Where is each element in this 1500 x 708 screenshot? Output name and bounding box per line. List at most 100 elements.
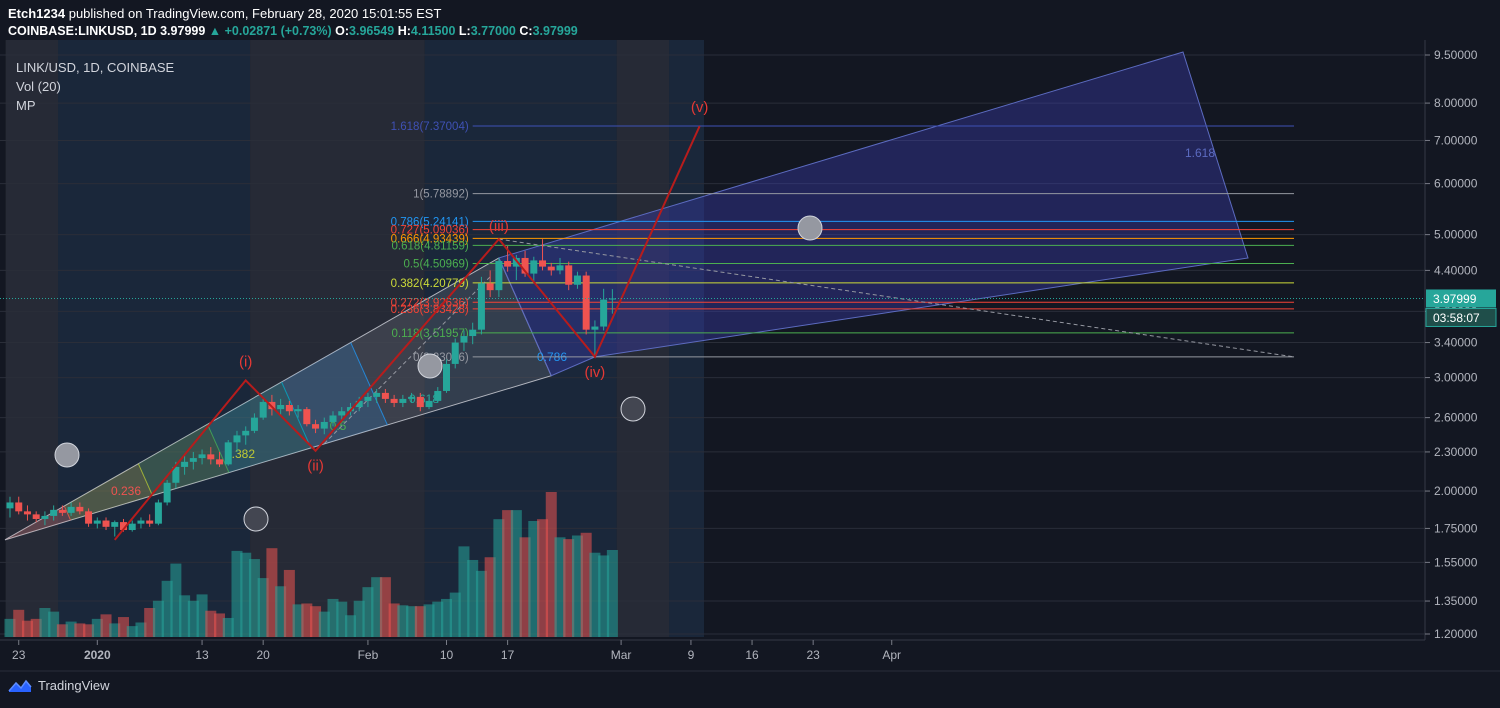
time-tick-label: 2020 [84, 648, 111, 662]
fib-level-label: 0.382(4.20779) [391, 278, 469, 290]
candle-body [364, 396, 372, 401]
circle-marker[interactable] [243, 506, 269, 532]
candle-body [102, 520, 110, 527]
author-name[interactable]: Etch1234 [8, 6, 66, 21]
fan-level-label: 0.382 [225, 447, 255, 461]
last-price: 3.97999 [160, 24, 206, 38]
time-tick-label: 23 [806, 648, 820, 662]
volume-bar [414, 606, 426, 637]
volume-bar [344, 615, 356, 637]
fib-retracement: 1.618(7.37004)1(5.78892)0.786(5.24141)0.… [391, 121, 1294, 364]
volume-bar [371, 577, 383, 637]
volume-bar [222, 617, 234, 637]
candle-body [85, 511, 93, 524]
volume-bar [606, 550, 618, 637]
session-band [5, 40, 59, 637]
volume-bar [493, 519, 505, 637]
price-tick-label: 3.00000 [1434, 371, 1478, 385]
volume-bar [161, 580, 173, 637]
time-axis: 23 2020 13 20 Feb 10 17 Mar 9 16 23 Apr [0, 639, 1425, 662]
dashed-trend-line [498, 238, 1295, 358]
volume-bar [598, 555, 610, 637]
candle-body [434, 390, 442, 401]
circle-marker[interactable] [620, 396, 646, 422]
candle-body [460, 336, 468, 343]
fib-level-label: 0.5(4.50969) [403, 259, 468, 271]
candle-body [408, 396, 416, 399]
candle-body [573, 275, 581, 285]
volume-bar [571, 535, 583, 637]
fib-level-label: 0.618(4.81159) [392, 240, 469, 252]
volume-bar [65, 621, 77, 637]
volume-bar [449, 592, 461, 637]
candle-body [608, 298, 616, 300]
volume-bar [39, 608, 51, 637]
fan-divider [207, 424, 230, 473]
volume-bar [152, 600, 164, 637]
volume-bar [528, 521, 540, 637]
candle-body [181, 461, 189, 467]
fib-level-label: 0.666(4.93439) [391, 233, 469, 245]
fan-divider [350, 342, 388, 426]
volume-bar [554, 537, 566, 637]
wave-label: (i) [239, 353, 252, 370]
volume-bar [196, 594, 208, 637]
candle-body [163, 482, 171, 503]
price-tag-label: 3.97999 [1433, 292, 1477, 306]
candle-body [477, 283, 485, 330]
price-tick-label: 3.40000 [1434, 336, 1478, 350]
legend-volume[interactable]: Vol (20) [16, 79, 61, 94]
fib-level-label: 0.272(3.92636) [391, 297, 469, 309]
volume-bar [467, 559, 479, 637]
fan-extension [498, 51, 1249, 377]
time-tick-label: Apr [882, 648, 901, 662]
candle-body [277, 404, 285, 410]
volume-bar [170, 563, 182, 637]
legend-symbol[interactable]: LINK/USD, 1D, COINBASE [16, 60, 175, 75]
candle-body [242, 430, 250, 436]
open-value: 3.96549 [349, 24, 395, 38]
volume-bar [318, 611, 330, 637]
volume-bar [432, 601, 444, 637]
candle-body [530, 260, 538, 274]
candle-body [443, 363, 450, 391]
high-value: 4.11500 [410, 24, 456, 38]
fib-level-label: 0.727(5.09036) [391, 225, 469, 237]
price-tick-label: 7.00000 [1434, 133, 1478, 147]
candle-body [539, 260, 547, 267]
candle-body [233, 435, 241, 443]
circle-marker[interactable] [417, 353, 443, 379]
volume-bar [563, 539, 575, 637]
price-tick-label: 5.00000 [1434, 228, 1478, 242]
volume-bar [83, 624, 95, 637]
volume-bar [248, 559, 260, 637]
price-tick-label: 2.00000 [1434, 484, 1478, 498]
symbol-header: COINBASE:LINKUSD, 1D 3.97999 ▲ +0.02871 … [8, 24, 578, 38]
legend-indicator[interactable]: MP [16, 98, 36, 113]
circle-marker[interactable] [54, 442, 80, 468]
fib-level-label: 1.618(7.37004) [391, 121, 469, 133]
circle-marker[interactable] [797, 215, 823, 241]
volume-bar [266, 548, 278, 637]
candle-body [556, 265, 564, 271]
candle-body [154, 502, 162, 524]
candle-body [259, 401, 267, 418]
volume-bar [441, 598, 452, 637]
candle-body [111, 522, 119, 527]
volume-bar [144, 608, 156, 637]
session-band [669, 40, 705, 637]
candles [6, 239, 616, 537]
time-tick-label: 9 [688, 648, 695, 662]
candle-body [338, 411, 346, 416]
low-value: 3.77000 [470, 24, 516, 38]
price-tick-label: 1.20000 [1434, 627, 1478, 641]
time-tick-label: Mar [611, 648, 632, 662]
candle-body [504, 261, 512, 267]
volume-bar [56, 624, 68, 637]
fan-level-label: 1.618 [1185, 146, 1215, 160]
candle-body [172, 466, 180, 483]
wave-label: (v) [691, 99, 709, 116]
tradingview-brand[interactable]: TradingView [8, 678, 110, 693]
candle-body [355, 400, 363, 408]
